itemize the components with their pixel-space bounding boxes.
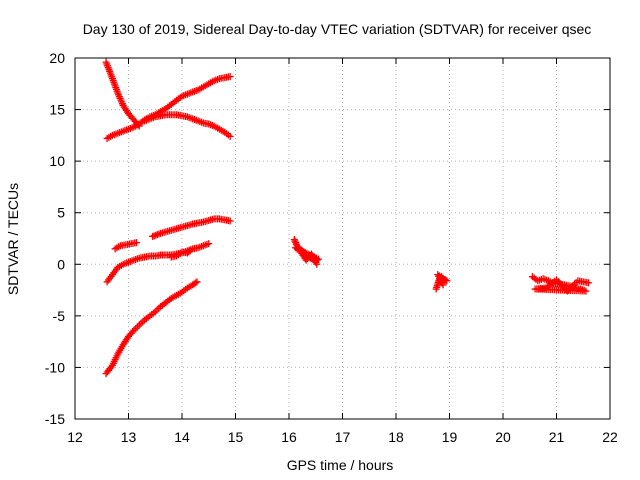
series-cluster-21h (528, 273, 593, 295)
x-tick-label: 18 (388, 429, 404, 445)
y-tick-label: 10 (49, 153, 65, 169)
y-tick-label: 5 (57, 205, 65, 221)
series-arc-mid-lower-2 (167, 247, 194, 261)
series-arc-rising-low (102, 278, 201, 378)
x-tick-label: 22 (602, 429, 618, 445)
x-tick-label: 19 (442, 429, 458, 445)
series-arc-hump-high (141, 111, 234, 140)
data-point (129, 328, 137, 336)
x-tick-label: 15 (228, 429, 244, 445)
data-point (585, 279, 593, 287)
y-tick-label: -10 (45, 359, 65, 375)
x-axis-title: GPS time / hours (287, 457, 394, 473)
data-point (205, 240, 213, 248)
y-tick-label: 0 (57, 256, 65, 272)
series-arc-mid-upper (149, 215, 234, 240)
x-tick-label: 17 (335, 429, 351, 445)
series-cluster-16h (290, 236, 322, 268)
data-series (102, 58, 593, 378)
x-tick-label: 14 (174, 429, 190, 445)
y-tick-label: 20 (49, 50, 65, 66)
x-tick-label: 16 (281, 429, 297, 445)
data-point (226, 217, 234, 225)
y-tick-label: 15 (49, 102, 65, 118)
data-point (290, 236, 298, 244)
x-tick-label: 12 (67, 429, 83, 445)
series-arc-short-mid (111, 239, 141, 253)
data-point (313, 260, 321, 268)
data-point (226, 132, 234, 140)
x-tick-label: 13 (121, 429, 137, 445)
x-tick-label: 20 (495, 429, 511, 445)
chart-title: Day 130 of 2019, Sidereal Day-to-day VTE… (83, 21, 592, 37)
data-point (133, 239, 141, 247)
data-point (192, 279, 200, 287)
y-tick-label: -5 (53, 308, 66, 324)
series-cluster-19h (432, 271, 451, 293)
data-point (439, 281, 447, 289)
y-tick-label: -15 (45, 411, 65, 427)
axis-ticks: 12 13 14 15 16 17 18 19 20 21 22 -15 -10 -5 0 5 10 15 20 (45, 50, 618, 445)
x-tick-label: 21 (549, 429, 565, 445)
data-point (107, 363, 115, 371)
data-point (185, 248, 193, 256)
y-axis-title: SDTVAR / TECUs (5, 183, 21, 295)
series-arc-falling-high (102, 58, 143, 130)
data-point (226, 73, 234, 81)
data-point (193, 278, 201, 286)
data-point (291, 237, 299, 245)
data-point (186, 247, 194, 255)
